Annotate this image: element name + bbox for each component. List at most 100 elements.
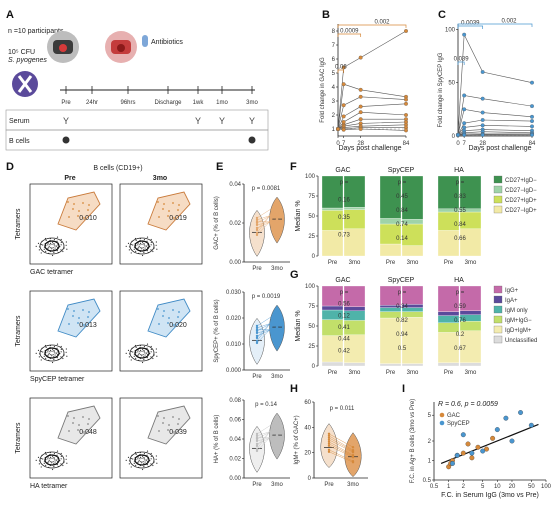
panel-a: A n =10 participants 10⁵ CFU S. pyogenes… — [5, 9, 269, 151]
flow-event — [145, 245, 148, 247]
flow-contour — [44, 454, 60, 466]
flow-event — [60, 351, 62, 353]
paired-line — [328, 433, 354, 448]
bar-segment — [459, 310, 482, 315]
gated-event — [168, 210, 170, 212]
data-point — [404, 128, 408, 133]
flow-ylabel: Tetramers — [15, 208, 22, 240]
data-point — [358, 87, 363, 92]
flow-event — [155, 241, 157, 243]
flow-event — [42, 351, 44, 353]
dose-label: 10⁵ CFU — [8, 49, 35, 56]
x-tick-label: 28 — [357, 141, 364, 147]
flow-event — [138, 353, 140, 355]
flow-event — [51, 462, 53, 464]
timeline-label: 1mo — [216, 100, 228, 106]
flow-event — [156, 355, 158, 357]
gated-event — [72, 422, 74, 424]
data-point — [341, 127, 346, 132]
gated-event — [88, 311, 90, 313]
flow-event — [144, 247, 146, 249]
e-pvalue: p = 0.0081 — [252, 186, 281, 192]
data-point — [494, 427, 500, 433]
y-tick-label: 50 — [308, 324, 315, 330]
y-tick-label: 0.02 — [229, 457, 241, 463]
data-point — [358, 110, 363, 115]
group-label: GAC — [335, 277, 350, 284]
flow-event — [65, 351, 67, 353]
x-tick-label: Pre — [324, 482, 334, 488]
flow-event — [141, 361, 144, 364]
flow-event — [56, 236, 59, 238]
legend-marker — [439, 412, 445, 418]
p-value: p = — [340, 290, 349, 296]
p-value: 0.42 — [338, 348, 350, 354]
flow-event — [60, 238, 62, 241]
flow-event — [139, 244, 141, 246]
gated-event — [163, 203, 165, 205]
data-point — [358, 104, 363, 109]
panel-letter-b: B — [322, 9, 330, 21]
data-point — [275, 429, 279, 432]
timeline-label: 96hrs — [120, 100, 135, 106]
series-line — [337, 121, 407, 130]
flow-event — [43, 248, 45, 250]
panel-c: C 0 50 100 0 7 28 84 0.0039 0.002 0.039 Fold chan… — [438, 9, 536, 152]
participants-label: n =10 participants — [8, 28, 64, 35]
gated-event — [167, 322, 169, 324]
x-tick-label: 3mo — [271, 266, 283, 272]
flow-event — [135, 346, 137, 349]
flow-event — [143, 244, 145, 246]
data-point — [255, 328, 259, 332]
p-bracket — [457, 25, 484, 29]
data-point — [351, 449, 355, 452]
data-point — [327, 444, 331, 447]
gate-frequency: 0.039 — [169, 429, 187, 436]
panel-e: E 0.00 0.02 0.04 GAC+ (% of B cells) p = 0.0… — [214, 161, 290, 488]
p-value: 0.84 — [396, 208, 408, 214]
data-point — [351, 454, 355, 457]
flow-event — [150, 351, 152, 353]
flow-event — [49, 242, 52, 245]
flow-event — [141, 243, 143, 245]
gated-event — [73, 310, 75, 312]
flow-event — [138, 246, 140, 248]
data-point — [351, 460, 355, 463]
paired-line — [256, 429, 278, 437]
legend-swatch — [493, 315, 503, 324]
flow-event — [152, 464, 154, 467]
legend-swatch — [493, 175, 503, 184]
gated-event — [78, 317, 80, 319]
data-point — [358, 127, 363, 131]
flow-event — [43, 355, 45, 357]
x-tick-label: 0 — [336, 141, 340, 147]
flow-event — [65, 458, 67, 460]
paired-line — [328, 439, 354, 453]
flow-event — [42, 244, 44, 246]
d-title: B cells (CD19+) — [93, 165, 142, 172]
p-value: 0.002 — [501, 19, 517, 25]
flow-event — [35, 245, 37, 247]
gated-event — [167, 215, 169, 217]
flow-event — [155, 458, 157, 460]
flow-event — [66, 355, 68, 357]
flow-event — [53, 349, 55, 352]
flow-event — [53, 462, 55, 465]
flow-event — [62, 250, 64, 253]
flow-event — [48, 353, 50, 355]
legend-label: IgG+ — [505, 288, 519, 294]
flow-event — [53, 238, 56, 241]
panel-letter-a: A — [6, 9, 14, 21]
row-bcells: B cells — [9, 138, 30, 145]
flow-event — [43, 462, 45, 464]
d-col-pre: Pre — [64, 175, 75, 182]
violin-h: 0 20 40 60 IgM+ (% of GAC+) p = 0.011 Pre 3mo — [294, 400, 368, 488]
flow-event — [128, 356, 130, 358]
bar-segment — [459, 362, 482, 367]
y-tick-label: 0 — [312, 364, 316, 370]
flow-event — [53, 465, 55, 468]
panel-letter-g: G — [290, 269, 299, 281]
flow-event — [48, 354, 50, 356]
flow-event — [40, 359, 42, 361]
